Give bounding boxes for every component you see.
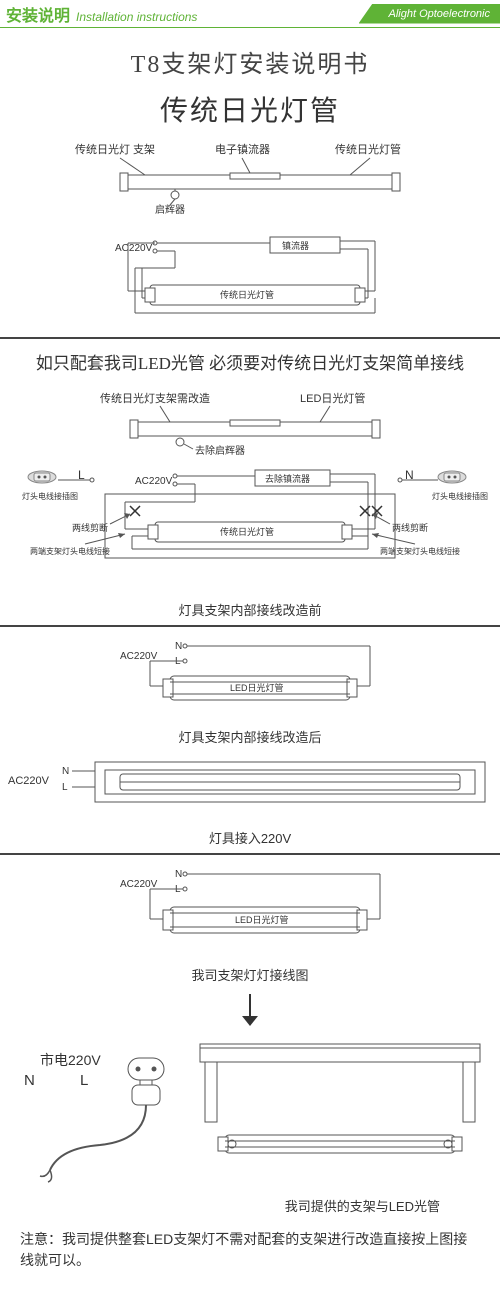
caption-s4: 灯具接入220V	[0, 828, 500, 847]
divider-1	[0, 337, 500, 339]
label-L6: L	[80, 1072, 88, 1089]
header-bar: 安装说明 Installation instructions Alight Op…	[0, 0, 500, 28]
diagram-section4: AC220V N L	[0, 752, 500, 822]
label-ac3: AC220V	[120, 651, 158, 662]
label-N5: N	[175, 869, 182, 880]
label-cut-left: 两线剪断	[72, 522, 108, 533]
label-L4: L	[62, 782, 68, 793]
label-tube-box: 传统日光灯管	[220, 289, 274, 300]
caption-s3: 灯具支架内部接线改造后	[0, 727, 500, 746]
footer-note: 注意：我司提供整套LED支架灯不需对配套的支架进行改造直接按上图接线就可以。	[20, 1229, 480, 1271]
section-note-1: 如只配套我司LED光管 必须要对传统日光灯支架简单接线	[0, 349, 500, 374]
caption-s6: 我司提供的支架与LED光管	[0, 1196, 500, 1215]
brand-badge: Alight Optoelectronic	[359, 4, 500, 24]
down-arrow-icon	[230, 990, 270, 1030]
label-N4: N	[62, 766, 69, 777]
label-ac5: AC220V	[120, 879, 158, 890]
section1-title: 传统日光灯管	[0, 89, 500, 129]
label-ac1: AC220V	[115, 243, 153, 254]
label-led-tube3: LED日光灯管	[230, 682, 284, 693]
caption-s5: 我司支架灯灯接线图	[0, 965, 500, 984]
label-socket-right: 灯头电线接插图	[432, 491, 488, 501]
header-en: Installation instructions	[76, 10, 197, 24]
label-cut-right: 两线剪断	[392, 522, 428, 533]
label-remove-starter: 去除启辉器	[195, 444, 245, 457]
diagram-section6: 市电220V N L	[0, 1030, 500, 1190]
diagram-section1: 传统日光灯 支架 电子镇流器 传统日光灯管 启辉器 AC220V 镇流器	[20, 133, 480, 333]
divider-3	[0, 853, 500, 855]
label-ballast: 电子镇流器	[215, 142, 270, 156]
divider-2	[0, 625, 500, 627]
diagram-section5: AC220V N L LED日光灯管	[20, 859, 480, 959]
label-short-right: 两端支架灯头电线短接	[380, 546, 460, 556]
label-N3: N	[175, 641, 182, 652]
caption-s2: 灯具支架内部接线改造前	[0, 600, 500, 619]
label-led: LED日光灯管	[300, 391, 365, 405]
label-trad-tube2: 传统日光灯管	[220, 526, 274, 537]
header-cn: 安装说明	[6, 2, 70, 26]
label-socket-left: 灯头电线接插图	[22, 491, 78, 501]
diagram-section3: AC220V N L LED日光灯管	[20, 631, 480, 721]
label-ballast-box: 镇流器	[282, 240, 309, 251]
label-ac4: AC220V	[8, 775, 50, 787]
main-title: T8支架灯安装说明书	[0, 44, 500, 79]
label-ac2: AC220V	[135, 476, 173, 487]
diagram-section2: 传统日光灯支架需改造 LED日光灯管 去除启辉器 L 灯头电线接插图 N	[0, 384, 500, 594]
header-left: 安装说明 Installation instructions	[0, 2, 197, 26]
label-power: 市电220V	[40, 1052, 101, 1068]
label-remove-ballast: 去除镇流器	[265, 473, 310, 484]
label-N6: N	[24, 1072, 35, 1089]
label-bracket: 传统日光灯 支架	[75, 142, 155, 156]
label-led-tube5: LED日光灯管	[235, 914, 289, 925]
label-modify: 传统日光灯支架需改造	[100, 391, 210, 405]
label-tube: 传统日光灯管	[335, 142, 401, 156]
label-short-left: 两端支架灯头电线短接	[30, 546, 110, 556]
